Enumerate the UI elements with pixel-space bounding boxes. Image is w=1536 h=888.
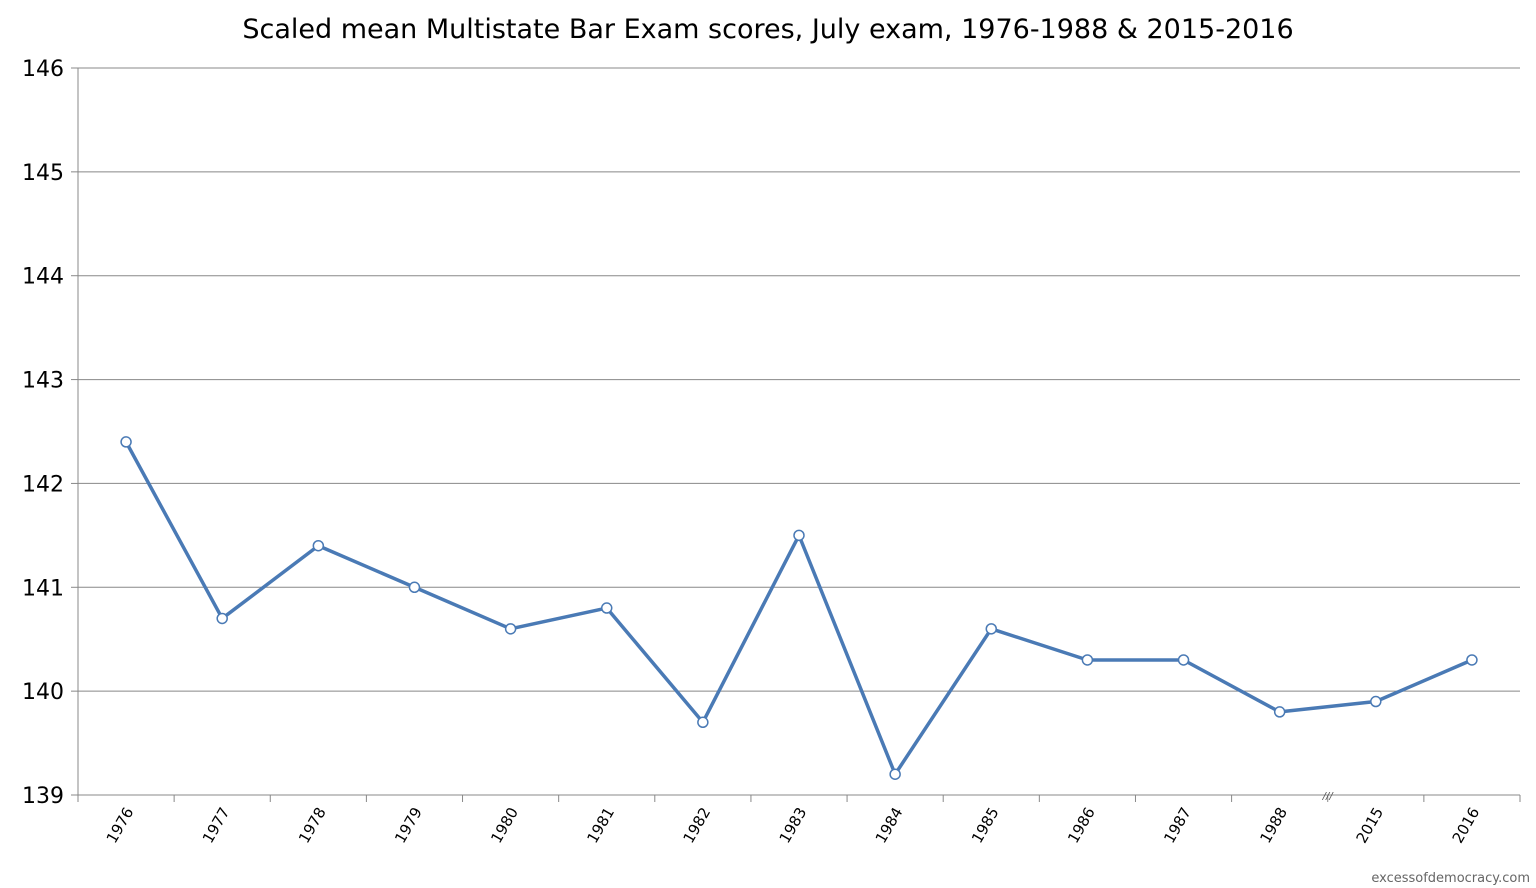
tick-labels: 139 140 141 142 143 144 145 146 1976 1977 1978 1979… xyxy=(22,57,1483,846)
x-tick-label: 1986 xyxy=(1064,804,1099,846)
data-point-1976 xyxy=(120,436,132,448)
data-point-1987 xyxy=(1177,654,1190,666)
chart-title: Scaled mean Multistate Bar Exam scores, … xyxy=(242,14,1293,45)
data-point-1985 xyxy=(985,623,998,635)
data-point-1982 xyxy=(697,716,709,729)
x-tick-label: 1981 xyxy=(583,804,618,846)
x-tick-label: 1982 xyxy=(680,804,715,846)
y-tick-label: 140 xyxy=(22,680,64,705)
data-point-1984 xyxy=(889,768,901,780)
data-point-1986 xyxy=(1081,654,1094,666)
y-tick-label: 142 xyxy=(22,472,64,497)
series-layer xyxy=(120,436,1478,780)
x-tick-label: 2015 xyxy=(1352,804,1387,846)
data-point-1979 xyxy=(408,581,421,594)
data-point-1977 xyxy=(216,612,228,625)
x-tick-label: 1979 xyxy=(391,804,426,846)
data-point-1978 xyxy=(312,539,325,552)
y-tick-label: 146 xyxy=(22,57,64,82)
x-tick-label: 1985 xyxy=(968,804,1003,846)
y-tick-label: 145 xyxy=(22,161,64,186)
x-tick-label: 1977 xyxy=(199,804,234,846)
y-tick-label: 144 xyxy=(22,265,64,290)
data-point-2015 xyxy=(1370,695,1382,708)
axis-break-marker: /// xyxy=(1322,791,1335,802)
x-tick-label: 1976 xyxy=(103,804,138,846)
gridlines xyxy=(78,67,1520,692)
data-point-2016 xyxy=(1466,654,1478,666)
x-tick-label: 1978 xyxy=(295,804,330,846)
x-tick-label: 1988 xyxy=(1256,804,1291,846)
series-line xyxy=(124,441,1473,776)
data-point-1983 xyxy=(793,529,805,542)
data-point-1980 xyxy=(504,623,517,635)
x-tick-label: 1984 xyxy=(872,804,907,846)
x-tick-label: 1980 xyxy=(487,804,522,846)
data-point-1981 xyxy=(600,602,613,614)
x-tick-label: 1987 xyxy=(1160,804,1195,846)
axes: /// xyxy=(71,67,1521,802)
x-tick-label: 1983 xyxy=(776,804,811,846)
y-tick-label: 143 xyxy=(22,369,64,394)
y-tick-label: 141 xyxy=(22,576,64,601)
data-point-1988 xyxy=(1273,706,1286,718)
watermark-text: excessofdemocracy.com xyxy=(1371,871,1530,886)
x-tick-label: 2016 xyxy=(1449,804,1484,846)
y-tick-label: 139 xyxy=(22,784,64,809)
